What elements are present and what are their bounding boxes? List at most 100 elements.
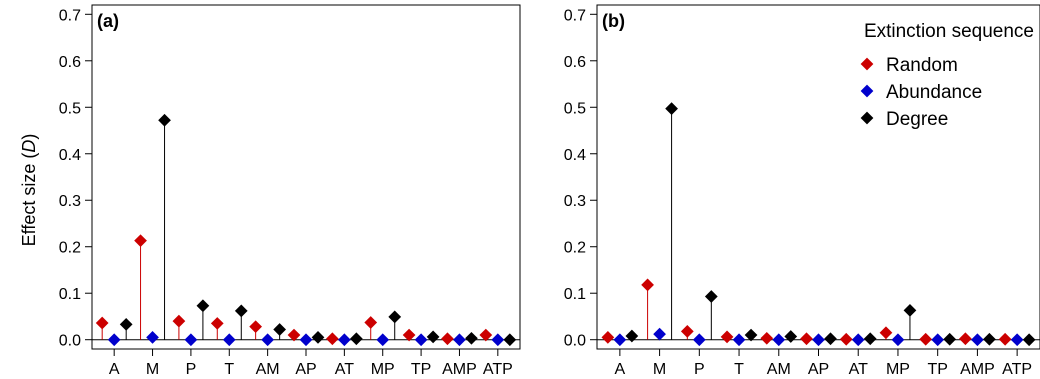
point-abundance (931, 333, 945, 347)
point-abundance (414, 333, 428, 347)
point-abundance (613, 333, 627, 347)
point-random (249, 320, 263, 334)
y-axis-label-variable: D (19, 140, 39, 153)
point-degree (665, 102, 678, 116)
legend-entry-random: Random (860, 55, 958, 76)
panel-label: (a) (97, 11, 119, 31)
legend-entry-degree: Degree (860, 109, 948, 130)
x-tick-label: M (146, 361, 159, 378)
x-tick-label: AP (808, 361, 829, 378)
point-abundance (146, 331, 159, 344)
legend: Extinction sequence Random Abundance Deg… (860, 21, 1034, 130)
point-random (402, 328, 416, 342)
legend-marker-abundance (860, 84, 874, 98)
legend-title: Extinction sequence (864, 21, 1034, 42)
point-random (172, 314, 186, 328)
point-degree (983, 332, 996, 346)
point-random (800, 332, 813, 346)
y-tick-label: 0.4 (59, 147, 81, 164)
plot-frame (596, 4, 1040, 350)
y-tick-label: 0.6 (564, 54, 586, 71)
panel-b: 0.00.10.20.30.40.50.60.7A M P T AM AP AT MP TP AM… (564, 4, 1040, 378)
point-degree (158, 113, 171, 127)
point-abundance (184, 333, 198, 347)
x-tick-label: AT (335, 361, 354, 378)
point-random (760, 331, 774, 345)
point-random (95, 316, 109, 330)
point-abundance (107, 333, 121, 347)
y-tick-label: 0.6 (59, 54, 81, 71)
legend-label-degree: Degree (886, 109, 948, 130)
panel-a: 0.00.10.20.30.40.50.60.7A M P T AM AP AT MP TP AM… (59, 4, 521, 378)
point-degree (903, 304, 917, 317)
x-tick-label: AM (256, 361, 280, 378)
point-random (364, 316, 378, 329)
point-abundance (337, 333, 351, 347)
point-random (441, 332, 454, 346)
x-tick-label: T (224, 361, 234, 378)
y-tick-label: 0.5 (564, 100, 586, 117)
y-axis-label-suffix: ) (19, 134, 39, 140)
point-random (325, 332, 339, 346)
point-degree (388, 310, 402, 324)
x-tick-label: TP (927, 361, 947, 378)
legend-entry-abundance: Abundance (860, 82, 982, 103)
y-axis-label: Effect size (D) (19, 134, 39, 247)
plot-frame (91, 4, 521, 350)
x-tick-label: P (694, 361, 705, 378)
point-random (134, 234, 147, 248)
x-tick-label: AM (767, 361, 791, 378)
x-tick-label: P (186, 361, 197, 378)
point-degree (465, 331, 478, 345)
x-tick-label: TP (411, 361, 431, 378)
point-random (210, 317, 224, 330)
point-degree (426, 330, 440, 344)
x-tick-label: MP (371, 361, 395, 378)
x-tick-label: ATP (483, 361, 513, 378)
point-abundance (453, 333, 466, 347)
panel-label: (b) (602, 11, 625, 31)
y-tick-label: 0.0 (59, 333, 81, 350)
point-degree (349, 332, 363, 346)
point-random (879, 326, 893, 340)
legend-label-random: Random (886, 55, 958, 76)
point-degree (234, 304, 248, 318)
y-tick-label: 0.2 (59, 240, 81, 257)
point-random (680, 324, 694, 338)
point-degree (784, 330, 798, 343)
point-random (959, 332, 972, 346)
point-degree (1022, 333, 1036, 347)
point-degree (273, 323, 287, 336)
point-random (998, 332, 1012, 346)
y-tick-label: 0.4 (564, 147, 586, 164)
point-abundance (692, 333, 706, 347)
x-tick-label: A (615, 361, 626, 378)
point-degree (943, 332, 957, 346)
x-tick-label: ATP (1002, 361, 1032, 378)
point-random (641, 278, 654, 292)
point-abundance (1010, 333, 1024, 347)
point-random (479, 328, 493, 342)
y-tick-label: 0.1 (564, 286, 586, 303)
y-tick-label: 0.2 (564, 240, 586, 257)
point-abundance (812, 333, 825, 347)
y-tick-label: 0.7 (564, 7, 586, 24)
point-random (839, 332, 853, 346)
y-tick-label: 0.3 (59, 193, 81, 210)
point-abundance (222, 333, 236, 347)
y-tick-label: 0.1 (59, 286, 81, 303)
x-tick-label: AP (295, 361, 316, 378)
point-degree (311, 331, 325, 344)
point-abundance (261, 333, 275, 347)
point-degree (503, 333, 517, 347)
legend-marker-random (860, 57, 874, 71)
x-tick-label: M (653, 361, 666, 378)
point-random (919, 332, 933, 346)
point-abundance (851, 333, 865, 347)
point-degree (196, 299, 210, 313)
x-tick-label: T (734, 361, 744, 378)
y-tick-label: 0.5 (59, 100, 81, 117)
x-tick-label: AMP (960, 361, 995, 378)
legend-label-abundance: Abundance (886, 82, 982, 103)
